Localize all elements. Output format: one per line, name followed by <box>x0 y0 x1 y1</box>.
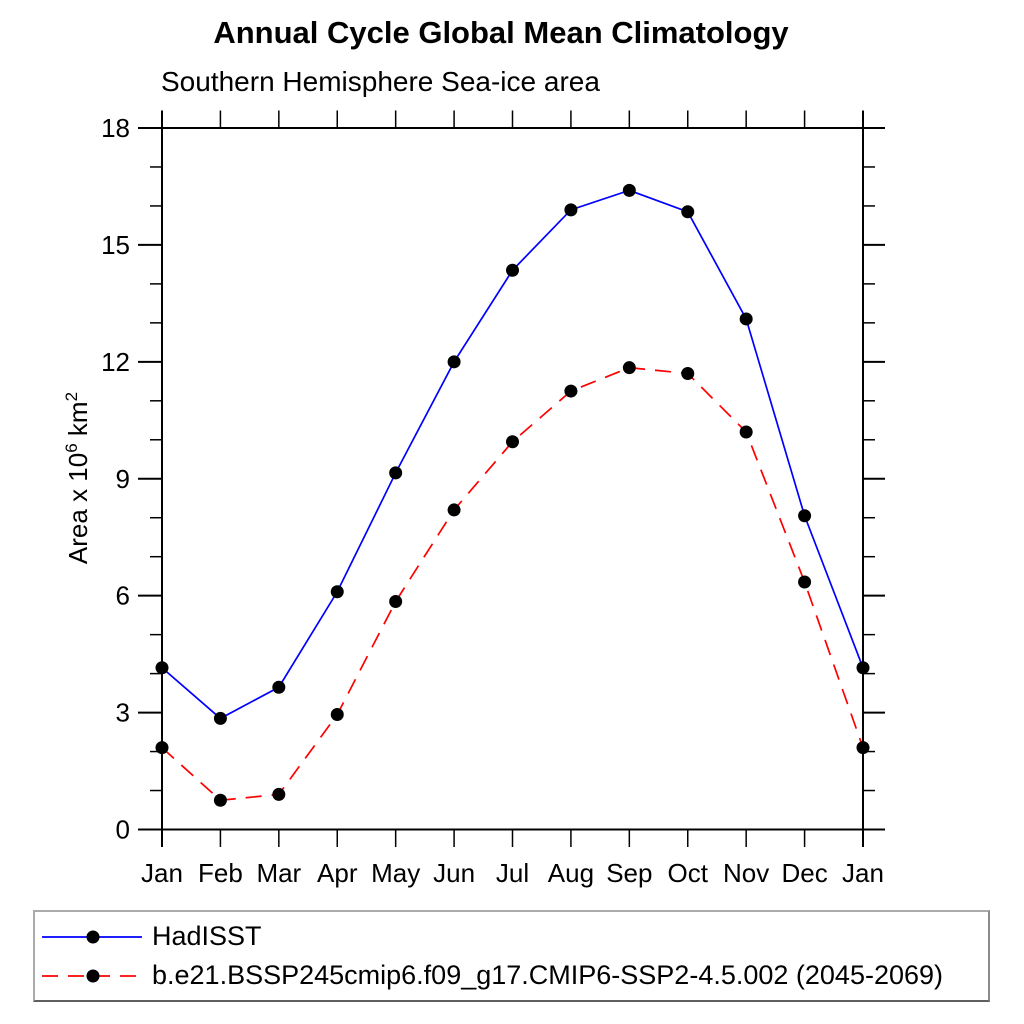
legend-item-hadisst: HadISST <box>40 921 988 952</box>
data-point-1 <box>155 741 169 755</box>
x-tick-label: Oct <box>668 858 709 888</box>
x-tick-label: Sep <box>606 858 652 888</box>
y-tick-label: 6 <box>116 581 130 611</box>
data-point-1 <box>681 367 695 381</box>
data-point-0 <box>798 509 812 523</box>
y-tick-label: 9 <box>116 464 130 494</box>
data-point-1 <box>622 361 636 375</box>
legend-line-sample-hadisst <box>42 930 142 943</box>
x-tick-label: Feb <box>198 858 243 888</box>
legend-line-sample-model <box>42 969 142 982</box>
data-point-1 <box>506 435 519 449</box>
data-point-0 <box>622 183 636 197</box>
data-point-1 <box>213 793 227 807</box>
data-point-1 <box>272 787 286 801</box>
x-tick-label: Dec <box>781 858 827 888</box>
y-tick-label: 3 <box>116 698 130 728</box>
data-point-1 <box>389 595 403 609</box>
legend-item-model: b.e21.BSSP245cmip6.f09_g17.CMIP6-SSP2-4.… <box>40 960 988 991</box>
y-tick-label: 0 <box>116 815 130 845</box>
legend-label-model: b.e21.BSSP245cmip6.f09_g17.CMIP6-SSP2-4.… <box>152 960 944 990</box>
data-point-0 <box>739 312 753 326</box>
data-point-0 <box>856 661 870 675</box>
legend-marker-0 <box>86 930 100 943</box>
x-tick-label: Nov <box>723 858 769 888</box>
chart-subtitle: Southern Hemisphere Sea-ice area <box>161 66 600 97</box>
data-point-1 <box>330 708 344 722</box>
x-tick-label: Jun <box>433 858 475 888</box>
data-point-1 <box>856 741 870 755</box>
x-tick-label: May <box>371 858 420 888</box>
x-tick-label: Jan <box>141 858 183 888</box>
y-tick-label: 15 <box>101 230 130 260</box>
data-point-0 <box>506 263 519 277</box>
data-point-0 <box>389 466 403 480</box>
data-point-0 <box>272 680 286 694</box>
y-tick-label: 18 <box>101 113 130 143</box>
data-point-0 <box>155 661 169 675</box>
data-point-0 <box>330 585 344 599</box>
legend-label-hadisst: HadISST <box>152 921 262 951</box>
series-line-1 <box>161 366 864 802</box>
data-point-1 <box>447 503 461 517</box>
x-tick-label: Jan <box>842 858 884 888</box>
data-point-0 <box>564 203 578 217</box>
data-point-1 <box>739 425 753 439</box>
chart-title: Annual Cycle Global Mean Climatology <box>213 15 789 50</box>
y-tick-label: 12 <box>101 347 130 377</box>
data-point-0 <box>681 205 695 219</box>
data-point-1 <box>798 575 812 589</box>
data-point-1 <box>564 384 578 398</box>
legend: HadISST b.e21.BSSP245cmip6.f09_g17.CMIP6… <box>33 910 990 1002</box>
data-point-0 <box>213 711 227 725</box>
x-tick-label: Aug <box>548 858 594 888</box>
legend-marker-1 <box>86 969 100 982</box>
x-tick-label: Jul <box>496 858 529 888</box>
data-point-0 <box>447 355 461 369</box>
x-tick-label: Mar <box>256 858 301 888</box>
x-tick-label: Apr <box>317 858 358 888</box>
